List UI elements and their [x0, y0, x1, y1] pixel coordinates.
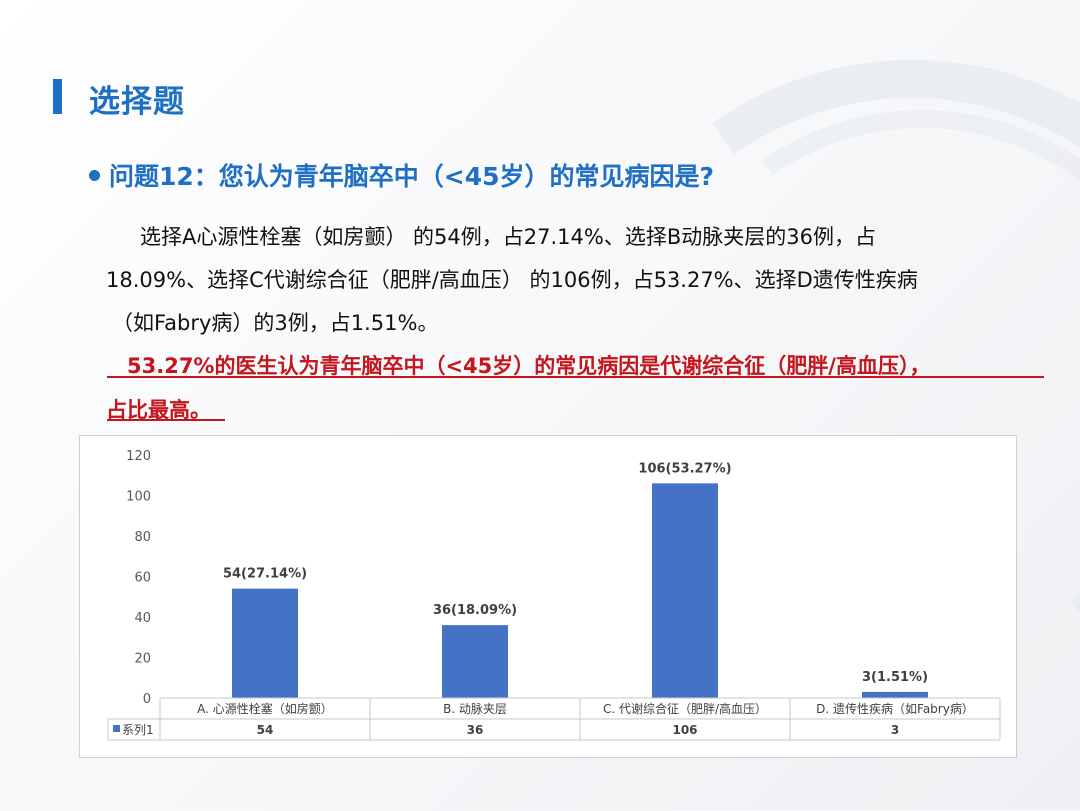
- conclusion-line-1: 53.27%的医生认为青年脑卒中（<45岁）的常见病因是代谢综合征（肥胖/高血压…: [127, 354, 931, 378]
- description-line-1: 选择A心源性栓塞（如房颤） 的54例，占27.14%、选择B动脉夹层的36例，占: [140, 225, 876, 249]
- bar: [862, 691, 928, 698]
- category-label: D. 遗传性疾病（如Fabry病）: [816, 701, 974, 716]
- bar: [232, 588, 298, 698]
- y-tick-label: 100: [126, 490, 151, 505]
- description-line-3: （如Fabry病）的3例，占1.51%。: [112, 311, 439, 335]
- y-tick-label: 40: [134, 611, 151, 626]
- y-tick-label: 60: [134, 571, 151, 586]
- y-tick-label: 0: [143, 692, 151, 707]
- conclusion-underline-1: [107, 376, 1044, 378]
- data-label: 106(53.27%): [638, 461, 731, 476]
- table-value-cell: 36: [467, 723, 484, 737]
- bar-chart-panel: 0 20 40 60 80 100 120 54(27.14%) 36(18.09%) 106(5…: [79, 435, 1017, 758]
- conclusion-underline-2: [107, 419, 225, 421]
- bullet-dot-icon: [89, 170, 100, 181]
- bar-chart: 0 20 40 60 80 100 120 54(27.14%) 36(18.09%) 106(5…: [107, 449, 1001, 741]
- table-value-cell: 54: [257, 723, 274, 737]
- series-name-label: 系列1: [122, 723, 154, 737]
- category-label: B. 动脉夹层: [443, 701, 507, 716]
- description-line-2: 18.09%、选择C代谢综合征（肥胖/高血压） 的106例，占53.27%、选择…: [106, 268, 918, 292]
- data-label: 3(1.51%): [862, 670, 928, 685]
- bar: [442, 625, 508, 698]
- title-accent-bar: [53, 79, 62, 114]
- category-label: A. 心源性栓塞（如房颤）: [197, 701, 333, 716]
- conclusion-line-2: 占比最高。: [106, 398, 211, 422]
- legend-key: [113, 725, 120, 732]
- category-label: C. 代谢综合征（肥胖/高血压）: [603, 701, 767, 716]
- table-value-cell: 106: [672, 723, 697, 737]
- y-tick-label: 80: [134, 530, 151, 545]
- y-tick-label: 120: [126, 449, 151, 464]
- data-label: 36(18.09%): [433, 603, 517, 618]
- question-text: 问题12：您认为青年脑卒中（<45岁）的常见病因是?: [109, 162, 715, 191]
- bar: [652, 483, 718, 698]
- data-label: 54(27.14%): [223, 567, 307, 582]
- table-value-cell: 3: [891, 723, 899, 737]
- y-tick-label: 20: [134, 652, 151, 667]
- page-title: 选择题: [89, 84, 185, 120]
